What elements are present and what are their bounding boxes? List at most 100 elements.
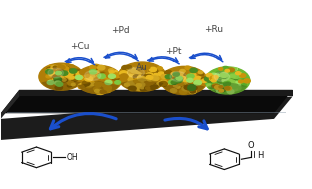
Text: +Ru: +Ru xyxy=(204,25,223,34)
Circle shape xyxy=(54,74,60,77)
Circle shape xyxy=(138,68,142,71)
Circle shape xyxy=(128,74,134,78)
Circle shape xyxy=(71,83,75,86)
Circle shape xyxy=(58,77,66,82)
Circle shape xyxy=(222,79,229,84)
Circle shape xyxy=(139,75,144,77)
Circle shape xyxy=(210,73,217,77)
FancyArrowPatch shape xyxy=(50,114,116,129)
Circle shape xyxy=(184,85,192,90)
Circle shape xyxy=(113,71,118,73)
Circle shape xyxy=(150,86,156,89)
Circle shape xyxy=(55,81,61,85)
Circle shape xyxy=(179,73,183,76)
Circle shape xyxy=(137,76,145,80)
Circle shape xyxy=(43,69,51,73)
Circle shape xyxy=(61,78,68,82)
Circle shape xyxy=(58,77,62,79)
Circle shape xyxy=(169,88,176,91)
Circle shape xyxy=(222,75,227,78)
Circle shape xyxy=(98,74,105,78)
Circle shape xyxy=(58,76,65,80)
Circle shape xyxy=(109,74,115,78)
Circle shape xyxy=(222,76,228,80)
Circle shape xyxy=(159,73,166,77)
Circle shape xyxy=(142,73,150,78)
Circle shape xyxy=(140,74,146,78)
Circle shape xyxy=(214,76,219,79)
Circle shape xyxy=(98,85,105,89)
Circle shape xyxy=(238,80,245,84)
Circle shape xyxy=(220,73,228,77)
Circle shape xyxy=(132,78,138,82)
Circle shape xyxy=(51,65,58,69)
Circle shape xyxy=(179,80,186,84)
Circle shape xyxy=(223,77,228,80)
Circle shape xyxy=(208,85,216,89)
Circle shape xyxy=(61,77,69,82)
Circle shape xyxy=(138,79,142,81)
Circle shape xyxy=(224,78,231,82)
Circle shape xyxy=(69,76,74,79)
Circle shape xyxy=(57,74,65,78)
Circle shape xyxy=(139,75,145,79)
Circle shape xyxy=(56,71,61,75)
Circle shape xyxy=(217,72,225,77)
Circle shape xyxy=(226,76,233,80)
Circle shape xyxy=(186,81,194,85)
Circle shape xyxy=(188,86,196,90)
Wedge shape xyxy=(41,78,81,91)
Circle shape xyxy=(128,67,144,78)
Circle shape xyxy=(142,70,147,73)
Circle shape xyxy=(206,73,212,77)
Circle shape xyxy=(176,86,180,88)
Circle shape xyxy=(54,77,61,82)
Circle shape xyxy=(178,78,186,83)
Circle shape xyxy=(138,77,146,81)
Circle shape xyxy=(219,89,224,92)
Circle shape xyxy=(50,81,56,84)
Circle shape xyxy=(182,75,187,78)
Circle shape xyxy=(240,74,246,77)
Circle shape xyxy=(208,84,215,88)
Circle shape xyxy=(228,80,235,84)
Circle shape xyxy=(227,90,234,94)
Circle shape xyxy=(139,83,145,86)
Circle shape xyxy=(55,85,62,90)
Text: H: H xyxy=(258,151,264,160)
Circle shape xyxy=(76,75,82,80)
Circle shape xyxy=(227,77,233,81)
Circle shape xyxy=(221,77,227,80)
Circle shape xyxy=(70,71,77,76)
Circle shape xyxy=(74,69,80,73)
Circle shape xyxy=(179,78,187,83)
Circle shape xyxy=(185,86,190,88)
Circle shape xyxy=(113,74,120,79)
Circle shape xyxy=(219,68,223,70)
Circle shape xyxy=(225,87,230,90)
Circle shape xyxy=(94,87,99,91)
Circle shape xyxy=(180,77,188,82)
Circle shape xyxy=(157,82,161,85)
Circle shape xyxy=(62,73,66,76)
Circle shape xyxy=(97,84,103,88)
Circle shape xyxy=(215,89,221,92)
Circle shape xyxy=(100,81,108,86)
Circle shape xyxy=(85,76,93,81)
Circle shape xyxy=(47,67,54,71)
Circle shape xyxy=(187,87,194,91)
Circle shape xyxy=(95,70,99,73)
Circle shape xyxy=(236,72,241,75)
Circle shape xyxy=(103,73,109,76)
Circle shape xyxy=(224,78,232,83)
Circle shape xyxy=(189,84,193,86)
Circle shape xyxy=(140,87,144,90)
Circle shape xyxy=(173,72,179,76)
Circle shape xyxy=(134,71,141,75)
Circle shape xyxy=(100,72,106,76)
Circle shape xyxy=(64,67,69,70)
Circle shape xyxy=(78,85,84,89)
Circle shape xyxy=(184,76,188,78)
Circle shape xyxy=(128,78,133,81)
Circle shape xyxy=(202,79,207,82)
